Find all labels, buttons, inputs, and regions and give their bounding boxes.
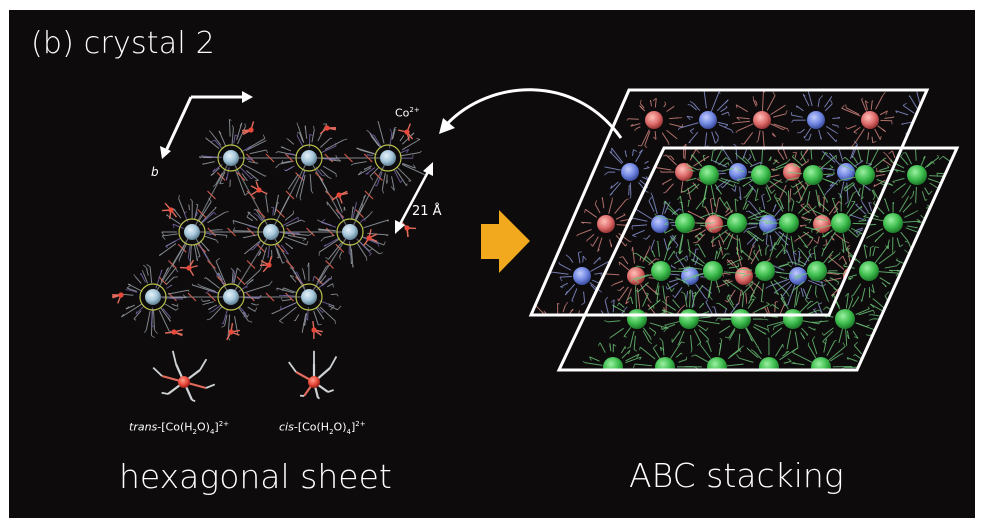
axis-b-label: b [151,165,159,179]
panel-title: (b) crystal 2 [31,26,215,61]
figure-canvas [111,88,960,403]
cis-complex-label: cis-[Co(H2O)4]2+ [279,420,366,436]
trans-complex-label: trans-[Co(H2O)4]2+ [129,420,230,436]
abc-stacking-caption: ABC stacking [629,456,844,495]
figure-panel: (b) crystal 2 b Co2+ 21 Å trans-[Co(H2O)… [9,10,975,518]
spacing-arrow [395,162,433,234]
spacing-label: 21 Å [412,204,442,219]
unit-cell-axes [160,91,253,159]
hexagonal-sheet-caption: hexagonal sheet [119,457,392,496]
curved-arrow [439,88,623,139]
hexagonal-sheet-network [111,118,428,341]
legend-molecules [152,350,338,403]
cobalt-ion-label: Co2+ [395,106,420,120]
transition-arrow [481,210,530,273]
stacking-layers [528,88,960,372]
